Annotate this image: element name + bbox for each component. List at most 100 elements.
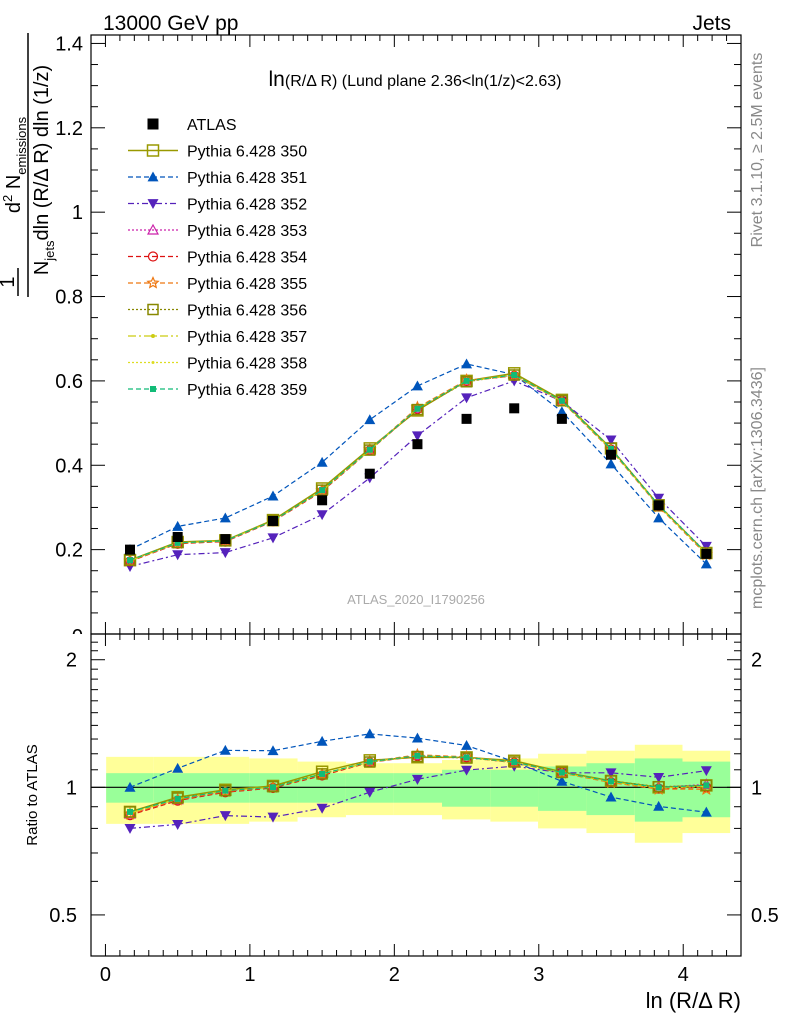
main-y-tick-label: 0.4 (55, 455, 83, 477)
svg-text:1: 1 (0, 276, 19, 287)
point-s356 (411, 403, 424, 416)
point-s359 (463, 377, 470, 384)
atlas-data-point (509, 403, 520, 414)
point-s352 (267, 533, 279, 544)
x-axis-label: ln (R/Δ R) (646, 988, 741, 1013)
point-s356 (364, 444, 376, 456)
ratio-point-s351 (605, 791, 617, 802)
ratio-point-s351 (700, 806, 712, 817)
ratio-point-s359 (127, 808, 133, 815)
legend-marker-s359 (150, 386, 156, 392)
point-s352 (219, 548, 231, 559)
legend: ATLAS Pythia 6.428 350 Pythia 6.428 351 Pyt… (128, 117, 307, 399)
atlas-data-point (220, 534, 231, 545)
point-s356 (508, 369, 520, 381)
plot-title: ln(R/Δ R) (Lund plane 2.36<ln(1/z)<2.63) (269, 68, 562, 91)
legend-label-s355: Pythia 6.428 355 (187, 276, 307, 293)
point-s356 (556, 394, 568, 407)
legend-marker-s355 (146, 275, 160, 289)
main-y-tick-label: 0.2 (55, 540, 83, 562)
legend-label-s359: Pythia 6.428 359 (187, 382, 307, 399)
header-left: 13000 GeV pp (103, 12, 238, 35)
ratio-point-s352 (653, 772, 665, 783)
ratio-point-s352 (124, 824, 136, 834)
legend-marker-s351 (147, 171, 159, 182)
legend-label-s358: Pythia 6.428 358 (187, 356, 307, 373)
main-y-axis-prefactor: 1 (0, 268, 19, 296)
ratio-point-s351 (364, 728, 376, 739)
point-s352 (461, 393, 473, 404)
point-s352 (411, 431, 423, 442)
ratio-point-s359 (366, 758, 373, 765)
ratio-frame (90, 633, 742, 957)
ratio-point-s351 (461, 740, 473, 750)
main-y-tick-label: 0.8 (55, 287, 83, 309)
ratio-y-tick-label-right: 2 (751, 650, 762, 672)
point-s351 (700, 558, 712, 569)
atlas-data-point (461, 413, 472, 424)
series-line-s350 (129, 372, 707, 561)
point-s359 (558, 397, 565, 404)
ratio-series-group (123, 728, 714, 834)
main-y-tick-label: 1 (72, 202, 83, 224)
ratio-point-s352 (219, 811, 231, 822)
ratio-point-s359 (222, 787, 229, 794)
ratio-point-s351 (653, 800, 665, 811)
ratio-point-s359 (703, 782, 710, 789)
atlas-data-point (125, 544, 135, 555)
ratio-y-tick-label: 0.5 (49, 905, 77, 927)
x-tick-label: 4 (678, 964, 689, 986)
ratio-point-s359 (655, 784, 662, 791)
legend-marker-s357 (151, 334, 155, 338)
legend-atlas-label: ATLAS (187, 117, 237, 134)
x-tick-label: 1 (244, 964, 255, 986)
x-tick-label: 3 (533, 964, 544, 986)
point-s351 (364, 414, 376, 425)
legend-marker-s352 (147, 199, 159, 209)
plot-title-text: (R/Δ R) (Lund plane 2.36<ln(1/z)<2.63) (285, 73, 562, 90)
main-y-tick-label: 0.6 (55, 371, 83, 393)
rivet-label: Rivet 3.1.10, ≥ 2.5M events (749, 53, 766, 248)
point-s355 (555, 394, 569, 408)
legend-marker-s358 (151, 361, 155, 364)
ratio-point-s359 (414, 752, 421, 759)
ratio-y-tick-label: 1 (66, 777, 77, 799)
legend-label-s354: Pythia 6.428 354 (187, 250, 307, 267)
point-s351 (556, 406, 568, 417)
atlas-data-point (172, 531, 183, 542)
ratio-point-s352 (267, 812, 279, 823)
point-s359 (319, 487, 326, 494)
main-y-tick-label-zero: 0 (72, 626, 83, 648)
point-s351 (411, 380, 423, 391)
ratio-y-tick-label-right: 0.5 (751, 905, 779, 927)
ratio-point-s351 (124, 781, 136, 792)
legend-marker-s354 (147, 251, 159, 262)
point-s352 (605, 435, 617, 446)
ratio-point-s351 (219, 744, 231, 755)
ratio-point-s352 (316, 803, 328, 814)
ratio-point-s359 (319, 770, 326, 777)
point-s351 (267, 490, 279, 501)
main-series-group (123, 358, 714, 573)
ratio-point-s351 (172, 762, 184, 773)
point-s351 (172, 520, 184, 531)
band-inner-bin (442, 769, 491, 807)
point-s351 (219, 512, 231, 523)
svg-text:d2 Nemissions: d2 Nemissions (0, 116, 29, 213)
ratio-point-s356 (556, 766, 568, 779)
point-s352 (316, 510, 328, 521)
point-s359 (174, 539, 181, 546)
ratio-y-tick-label-right: 1 (751, 777, 762, 799)
atlas-data-point (268, 515, 278, 526)
header-right: Jets (692, 12, 731, 35)
legend-label-s357: Pythia 6.428 357 (187, 329, 307, 346)
ratio-point-s356 (364, 756, 376, 768)
atlas-data-point (556, 413, 567, 424)
x-tick-label: 2 (389, 964, 400, 986)
legend-atlas-marker (147, 118, 159, 130)
ratio-point-s355 (699, 782, 714, 795)
ratio-point-s352 (461, 765, 473, 776)
point-s352 (653, 493, 665, 504)
legend-marker-s356 (147, 303, 159, 316)
